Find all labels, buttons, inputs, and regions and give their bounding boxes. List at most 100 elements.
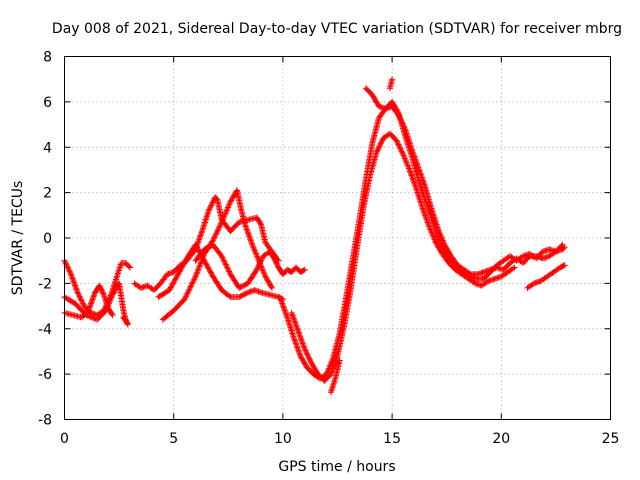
data-point (436, 239, 443, 246)
data-point (246, 234, 253, 241)
data-point (303, 350, 310, 357)
data-point (89, 296, 96, 303)
data-point (369, 92, 376, 99)
x-tick-label: 5 (169, 431, 178, 447)
data-point (292, 321, 299, 328)
data-point (416, 167, 423, 174)
data-point (299, 340, 306, 347)
y-tick-label: -2 (38, 276, 52, 292)
data-point (187, 283, 194, 290)
data-point (182, 293, 189, 300)
data-point (292, 319, 299, 326)
data-point (75, 290, 82, 297)
data-point (198, 229, 205, 236)
data-point (213, 230, 220, 237)
data-point (294, 345, 301, 352)
data-point (228, 197, 235, 204)
data-point (411, 179, 418, 186)
data-point (289, 311, 296, 318)
data-point (297, 335, 304, 341)
data-point (298, 336, 305, 343)
data-point (291, 316, 298, 323)
data-series-trace-5 (159, 187, 275, 323)
data-point (312, 367, 319, 374)
data-point (245, 232, 252, 239)
data-point (219, 216, 226, 223)
data-point (371, 95, 378, 102)
data-point (244, 229, 251, 236)
data-point (263, 276, 270, 283)
data-point (300, 358, 307, 365)
data-point (108, 311, 115, 318)
data-point (217, 221, 224, 228)
data-point (336, 357, 343, 364)
data-point (195, 247, 202, 254)
data-point (379, 137, 386, 144)
data-point (300, 343, 307, 350)
data-point (110, 290, 117, 297)
data-point (410, 176, 417, 183)
data-point (327, 371, 334, 378)
data-point (209, 199, 216, 206)
data-point (221, 258, 228, 265)
x-tick-label: 25 (602, 431, 620, 447)
y-tick-label: -6 (38, 367, 52, 383)
data-point (111, 287, 118, 294)
data-point (560, 262, 567, 269)
y-tick-label: 6 (43, 95, 52, 111)
data-point (222, 210, 229, 217)
data-point (222, 260, 229, 267)
data-point (127, 264, 134, 271)
data-point (226, 293, 233, 300)
data-point (271, 256, 278, 263)
data-point (294, 344, 301, 351)
x-tick-label: 15 (383, 431, 401, 447)
data-point (271, 255, 278, 262)
data-point (196, 235, 203, 242)
data-point (65, 265, 72, 272)
data-point (218, 253, 225, 260)
data-point (405, 164, 412, 171)
data-point (295, 329, 302, 336)
data-point (434, 235, 441, 241)
data-point (175, 269, 182, 276)
data-point (302, 361, 309, 368)
data-point (231, 192, 238, 199)
data-point (249, 241, 256, 248)
data-point (97, 285, 104, 292)
data-point (214, 228, 221, 235)
data-point (305, 354, 312, 361)
data-point (409, 173, 416, 180)
data-point (88, 299, 95, 306)
data-marks (61, 76, 568, 396)
data-point (73, 285, 80, 292)
y-tick-label: -4 (38, 322, 52, 338)
data-point (438, 241, 445, 248)
data-point (289, 312, 296, 319)
data-point (69, 274, 76, 281)
y-tick-label: 8 (43, 50, 52, 66)
data-point (255, 264, 262, 271)
data-point (194, 267, 201, 274)
data-point (97, 283, 104, 290)
data-point (261, 272, 268, 279)
data-point (290, 315, 297, 322)
data-point (78, 297, 85, 304)
data-point (210, 235, 217, 242)
data-point (86, 306, 93, 313)
data-point (195, 265, 202, 272)
data-point (273, 259, 280, 266)
data-point (561, 262, 568, 269)
data-point (378, 139, 385, 146)
data-point (206, 266, 213, 273)
data-point (246, 233, 253, 240)
data-point (228, 196, 235, 203)
data-point (529, 281, 536, 288)
data-point (79, 300, 86, 307)
data-point (187, 284, 194, 291)
data-point (188, 282, 195, 289)
data-point (167, 285, 174, 292)
data-point (216, 223, 223, 230)
data-point (374, 100, 381, 107)
data-point (408, 172, 415, 179)
